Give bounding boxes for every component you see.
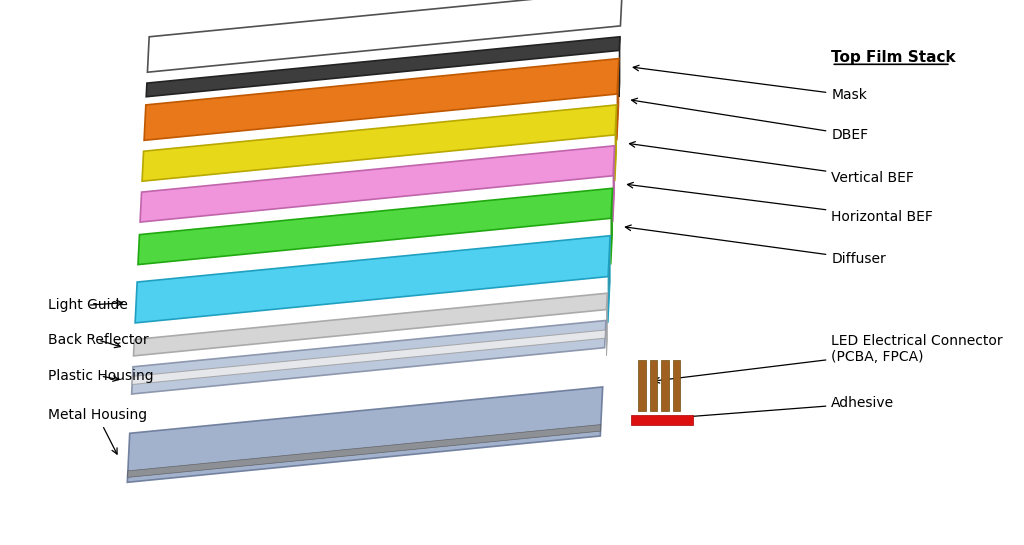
Polygon shape	[133, 293, 607, 356]
Polygon shape	[144, 59, 618, 141]
Text: Vertical BEF: Vertical BEF	[630, 142, 914, 185]
Bar	[631, 415, 693, 425]
Polygon shape	[140, 146, 614, 222]
Text: Diffuser: Diffuser	[626, 225, 886, 266]
Text: Mask: Mask	[633, 65, 867, 102]
Polygon shape	[617, 59, 618, 141]
Text: Back Reflector: Back Reflector	[48, 333, 148, 348]
Text: Light Guide: Light Guide	[48, 298, 128, 312]
Text: LED Electrical Connector
(PCBA, FPCA): LED Electrical Connector (PCBA, FPCA)	[654, 334, 1002, 383]
Polygon shape	[615, 105, 616, 181]
Polygon shape	[138, 189, 612, 265]
Polygon shape	[132, 330, 605, 385]
Bar	[673, 360, 680, 411]
Text: DBEF: DBEF	[632, 98, 868, 142]
Polygon shape	[132, 320, 606, 394]
Bar	[662, 360, 669, 411]
Polygon shape	[146, 37, 620, 97]
Text: Horizontal BEF: Horizontal BEF	[628, 183, 933, 224]
Bar	[650, 360, 657, 411]
Text: Plastic Housing: Plastic Housing	[48, 369, 154, 383]
Polygon shape	[608, 235, 610, 323]
Text: Metal Housing: Metal Housing	[48, 408, 146, 454]
Polygon shape	[128, 425, 601, 477]
Polygon shape	[611, 189, 612, 265]
Text: Top Film Stack: Top Film Stack	[831, 50, 956, 65]
Polygon shape	[147, 0, 623, 72]
Polygon shape	[142, 105, 616, 181]
Text: Adhesive: Adhesive	[654, 396, 894, 422]
Polygon shape	[135, 235, 610, 323]
Polygon shape	[613, 146, 614, 222]
Polygon shape	[127, 387, 603, 482]
Bar	[638, 360, 646, 411]
